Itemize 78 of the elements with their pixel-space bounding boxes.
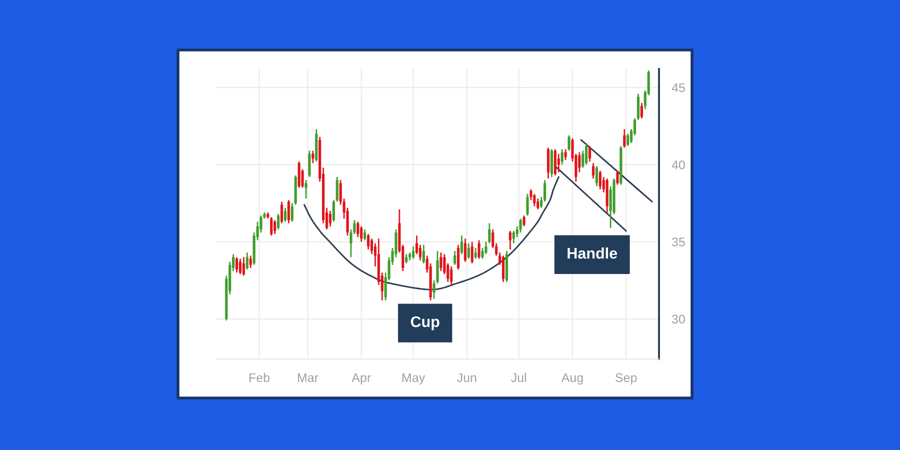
candlestick <box>405 253 408 264</box>
candlestick <box>636 92 640 121</box>
candlestick <box>284 207 287 222</box>
candlestick <box>522 214 526 228</box>
candlestick <box>238 258 242 275</box>
candlestick <box>312 150 314 164</box>
candlestick <box>467 242 470 260</box>
candlestick <box>640 102 643 120</box>
candlestick <box>598 170 602 190</box>
candlestick <box>308 150 311 178</box>
candlestick <box>454 250 456 266</box>
candlestick <box>474 247 477 260</box>
candlestick <box>332 199 335 222</box>
candlestick <box>502 254 505 283</box>
candlestick <box>412 246 415 260</box>
candlestick <box>526 193 529 216</box>
candlestick <box>298 160 300 188</box>
candlestick <box>484 241 488 255</box>
candlestick <box>456 244 460 270</box>
y-tick-label: 45 <box>672 83 685 92</box>
x-tick-label: Apr <box>352 373 371 385</box>
x-tick-label: Feb <box>250 372 270 382</box>
candlestick <box>450 266 453 286</box>
candlestick <box>488 222 491 244</box>
candlestick <box>470 241 474 264</box>
candlestick <box>564 148 567 161</box>
candlestick <box>249 254 252 269</box>
x-tick-label: May <box>402 373 426 385</box>
candlestick <box>356 221 360 238</box>
candlestick <box>623 128 626 148</box>
candlestick <box>512 230 515 244</box>
candlestick <box>290 202 294 222</box>
annotation: Cup <box>410 316 440 330</box>
candlestick <box>519 218 522 234</box>
candlestick <box>422 244 425 264</box>
candlestick <box>585 142 588 166</box>
x-tick-label: Jul <box>511 372 526 382</box>
x-tick-label: Jun <box>457 373 476 382</box>
candlestick <box>557 153 560 174</box>
candlestick <box>595 165 598 187</box>
annotation: Handle <box>568 247 618 259</box>
candlestick <box>364 228 366 241</box>
candlestick <box>616 170 619 186</box>
candlestick <box>478 240 480 260</box>
candlestick <box>274 219 276 235</box>
candlestick <box>336 176 338 202</box>
candlestick <box>578 152 581 174</box>
x-tick-label: Sep <box>616 373 637 385</box>
candlestick <box>588 145 592 162</box>
candlestick <box>270 216 273 236</box>
candlestick <box>554 148 556 176</box>
candlestick <box>592 162 595 180</box>
candlestick <box>550 148 554 178</box>
candlestick <box>464 238 466 263</box>
candlestick <box>366 233 370 250</box>
candlestick <box>328 210 332 228</box>
candlestick <box>568 134 570 152</box>
y-tick-label: 30 <box>672 314 685 324</box>
y-tick-label: 35 <box>672 238 685 246</box>
candlestick <box>508 230 512 250</box>
candlestick <box>440 252 442 272</box>
x-tick-label: Aug <box>561 373 583 385</box>
candlestick <box>287 199 290 224</box>
candlestick <box>242 256 245 276</box>
candlestick <box>280 200 284 224</box>
candlestick <box>235 256 238 274</box>
candlestick <box>560 148 564 166</box>
candlestick <box>536 198 540 210</box>
candlestick <box>360 226 363 242</box>
x-tick-label: Mar <box>298 373 318 382</box>
candlestick <box>277 213 280 230</box>
candlestick <box>626 133 630 147</box>
candlestick <box>533 193 536 207</box>
candlestick <box>246 252 248 270</box>
candlestick <box>304 179 308 200</box>
candlestick <box>546 146 550 180</box>
candlestick <box>460 234 464 255</box>
y-tick-label: 40 <box>672 160 685 170</box>
